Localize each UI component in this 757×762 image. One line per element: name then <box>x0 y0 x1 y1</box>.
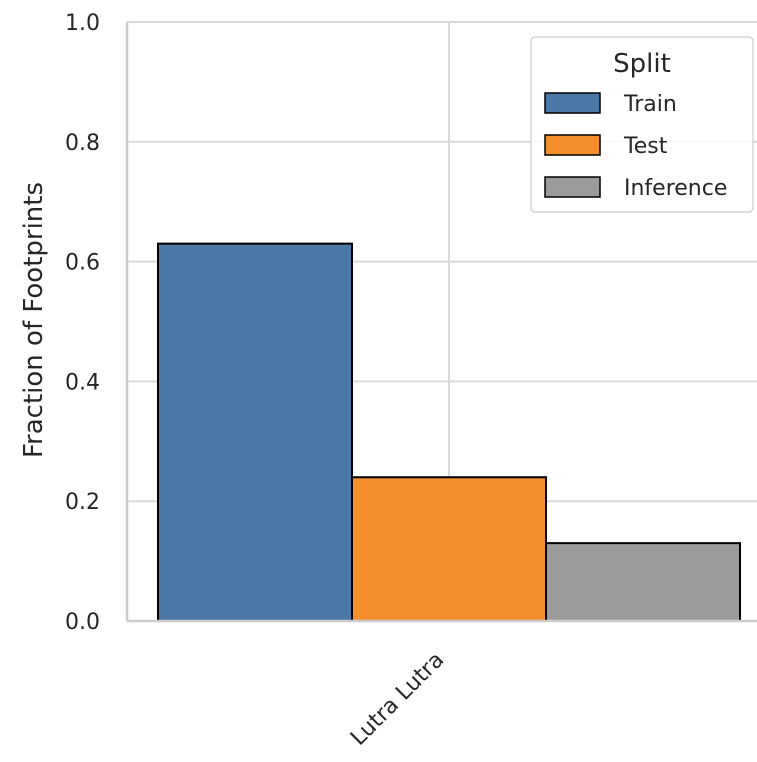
legend-entries: Train Test Inference <box>544 92 727 201</box>
legend-box <box>530 36 754 213</box>
legend-label-train: Train <box>623 92 677 117</box>
bar-train <box>157 242 353 622</box>
y-tick-labels: 0.0 0.2 0.4 0.6 0.8 1.0 <box>65 11 100 635</box>
y-tick-label: 0.8 <box>65 131 100 156</box>
y-tick-label: 1.0 <box>65 11 100 36</box>
axes <box>125 22 757 623</box>
legend-swatch-train <box>544 92 601 114</box>
y-tick-label: 0.4 <box>65 370 100 395</box>
y-tick-label: 0.0 <box>65 610 100 635</box>
y-tick-label: 0.2 <box>65 490 100 515</box>
y-axis-label: Fraction of Footprints <box>19 182 49 458</box>
bar-test <box>351 476 547 622</box>
bars <box>157 242 741 623</box>
legend-swatch-test <box>544 134 601 156</box>
y-tick-label: 0.6 <box>65 251 100 276</box>
x-tick-labels: Lutra Lutra <box>346 648 449 751</box>
legend: Split Train Test Inference <box>530 36 754 213</box>
legend-swatch-inference <box>544 176 601 198</box>
legend-label-inference: Inference <box>624 176 727 201</box>
legend-label-test: Test <box>623 134 668 159</box>
bar-inference <box>545 542 741 623</box>
legend-title: Split <box>613 49 671 79</box>
x-tick-label: Lutra Lutra <box>346 648 449 751</box>
